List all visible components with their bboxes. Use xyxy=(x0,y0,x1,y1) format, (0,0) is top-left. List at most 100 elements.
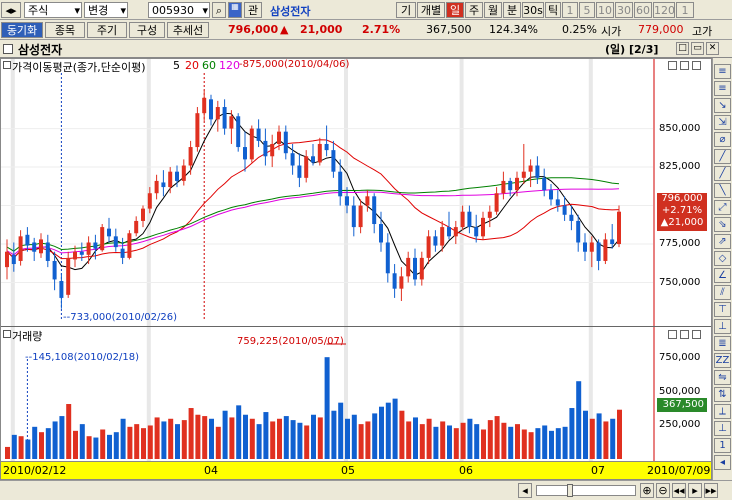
drawing-tool-icon[interactable]: 1 xyxy=(714,438,731,453)
chart-label-button[interactable]: 관 xyxy=(244,2,262,18)
period-button-5[interactable]: 분 xyxy=(503,2,521,18)
drawing-tool-icon[interactable]: ⊥ xyxy=(714,421,731,436)
panel-window-buttons[interactable] xyxy=(668,61,708,71)
zoom-out-icon[interactable]: ⊖ xyxy=(656,483,670,498)
volume-bar xyxy=(181,420,187,459)
drawing-tool-icon[interactable]: ⇲ xyxy=(714,115,731,130)
mode-select[interactable]: 변경 ▾ xyxy=(84,2,128,18)
drawing-tool-icon[interactable]: ≡ xyxy=(714,81,731,96)
drawing-tool-icon[interactable]: ⌀ xyxy=(714,132,731,147)
period-button-0[interactable]: 기 xyxy=(396,2,416,18)
drawing-tool-icon[interactable]: ⊤ xyxy=(714,302,731,317)
period-button-11[interactable]: 30 xyxy=(615,2,633,18)
drawing-tool-icon[interactable]: ⇘ xyxy=(714,217,731,232)
volume-bar xyxy=(576,381,582,459)
drawing-tool-icon[interactable]: ╱ xyxy=(714,149,731,164)
open-label: 시가 xyxy=(601,25,622,38)
candle-body xyxy=(127,233,132,258)
candle-body xyxy=(385,242,390,274)
search-icon[interactable]: ⌕ xyxy=(212,2,226,18)
period-button-12[interactable]: 60 xyxy=(634,2,652,18)
rewind-icon[interactable]: ◂◂ xyxy=(672,483,686,498)
tab-period[interactable]: 주기 xyxy=(87,22,127,38)
candle-body xyxy=(243,147,247,160)
drawing-tool-icon[interactable]: ⊥ xyxy=(714,319,731,334)
drawing-tool-icon[interactable]: ≣ xyxy=(714,336,731,351)
play-icon[interactable]: ▸ xyxy=(688,483,702,498)
scroll-left-icon[interactable]: ◂ xyxy=(518,483,532,498)
chart-area[interactable]: 가격이동평균(종가,단순이평) 5 20 60 120 -875,000(201… xyxy=(0,58,712,480)
maximize-icon[interactable]: □ xyxy=(676,42,689,55)
volume-bar xyxy=(426,418,432,459)
volume-bar xyxy=(399,410,405,459)
panel-divider[interactable] xyxy=(1,326,711,327)
window-checkbox-icon[interactable] xyxy=(3,44,13,54)
tab-layout[interactable]: 구성 xyxy=(129,22,165,38)
panel-maximize-icon[interactable] xyxy=(668,61,677,70)
period-button-9[interactable]: 5 xyxy=(579,2,595,18)
tab-sync[interactable]: 동기화 xyxy=(1,22,43,38)
volume-bar xyxy=(290,420,296,459)
month-gridline xyxy=(588,59,593,461)
drawing-tool-icon[interactable]: ZZ xyxy=(714,353,731,368)
period-button-8[interactable]: 1 xyxy=(562,2,578,18)
zoom-slider-thumb[interactable] xyxy=(567,484,573,497)
zoom-in-icon[interactable]: ⊕ xyxy=(640,483,654,498)
price-panel-checkbox-icon[interactable] xyxy=(3,61,11,69)
market-select[interactable]: 주식 ▾ xyxy=(24,2,82,18)
period-button-7[interactable]: 틱 xyxy=(545,2,561,18)
mid-percent: 0.25% xyxy=(562,23,597,36)
volume-tick-label: 500,000 xyxy=(659,385,701,397)
candle-body xyxy=(93,242,98,249)
panel-restore-icon[interactable] xyxy=(680,61,689,70)
zoom-slider[interactable] xyxy=(536,484,636,497)
price-tick-label: 825,000 xyxy=(659,161,701,173)
code-input[interactable]: 005930 ▾ xyxy=(148,2,210,18)
drawing-tool-icon[interactable]: ◇ xyxy=(714,251,731,266)
restore-icon[interactable]: ▭ xyxy=(691,42,704,55)
period-button-2[interactable]: 일 xyxy=(446,2,464,18)
drawing-tool-icon[interactable]: ⫽ xyxy=(714,285,731,300)
drawing-tool-icon[interactable]: ⤢ xyxy=(714,200,731,215)
drawing-tool-icon[interactable]: ╱ xyxy=(714,166,731,181)
period-button-10[interactable]: 10 xyxy=(596,2,614,18)
volume-panel-close-icon[interactable] xyxy=(692,330,701,339)
candle-body xyxy=(460,211,465,228)
grid-icon[interactable]: ▦ xyxy=(228,2,242,18)
drawing-tool-icon[interactable]: ⇋ xyxy=(714,370,731,385)
candle-body xyxy=(345,196,349,206)
volume-panel-restore-icon[interactable] xyxy=(680,330,689,339)
volume-bar xyxy=(555,428,561,459)
candle-body xyxy=(317,143,322,163)
volume-bar xyxy=(521,429,527,459)
forward-icon[interactable]: ▸▸ xyxy=(704,483,718,498)
volume-bar xyxy=(617,409,622,459)
period-button-1[interactable]: 개별 xyxy=(417,2,445,18)
volume-panel-maximize-icon[interactable] xyxy=(668,330,677,339)
drawing-tool-icon[interactable]: ╲ xyxy=(714,183,731,198)
candle-body xyxy=(277,131,281,144)
drawing-tool-icon[interactable]: ◂ xyxy=(714,455,731,470)
drawing-tool-icon[interactable]: ⟂ xyxy=(714,404,731,419)
drawing-tool-icon[interactable]: ≡ xyxy=(714,64,731,79)
tab-trendline[interactable]: 추세선 xyxy=(167,22,209,38)
volume-panel-checkbox-icon[interactable] xyxy=(3,330,11,338)
drawing-tool-icon[interactable]: ∠ xyxy=(714,268,731,283)
drawing-tool-icon[interactable]: ⇗ xyxy=(714,234,731,249)
close-icon[interactable]: ✕ xyxy=(706,42,719,55)
candle-body xyxy=(120,248,125,258)
period-button-4[interactable]: 월 xyxy=(484,2,502,18)
prev-next-arrows[interactable]: ◂▸ xyxy=(1,2,21,18)
tab-items[interactable]: 종목 xyxy=(45,22,85,38)
price-tick-label: 850,000 xyxy=(659,122,701,134)
period-button-13[interactable]: 120 xyxy=(653,2,675,18)
drawing-tool-icon[interactable]: ↘ xyxy=(714,98,731,113)
period-button-3[interactable]: 주 xyxy=(465,2,483,18)
candle-body xyxy=(589,242,594,252)
volume-panel-window-buttons[interactable] xyxy=(668,330,708,340)
period-button-6[interactable]: 30s xyxy=(522,2,544,18)
drawing-tool-icon[interactable]: ⇅ xyxy=(714,387,731,402)
volume-bar xyxy=(549,430,554,459)
period-button-14[interactable]: 1 xyxy=(676,2,694,18)
panel-close-icon[interactable] xyxy=(692,61,701,70)
